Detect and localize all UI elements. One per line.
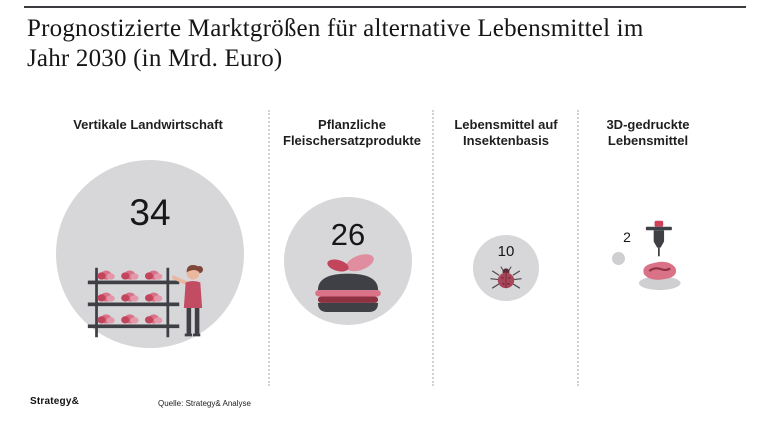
page-title-line2: Jahr 2030 (in Mrd. Euro) xyxy=(27,45,283,72)
vertical-farming-icon xyxy=(87,265,204,338)
burger-icon xyxy=(315,254,381,313)
column-divider xyxy=(268,110,270,386)
source-note: Quelle: Strategy& Analyse xyxy=(158,399,251,408)
column-divider xyxy=(577,110,579,386)
bubble-value: 10 xyxy=(497,243,515,260)
bubble-value: 2 xyxy=(623,229,631,245)
market-bubble-insect-based: 10 xyxy=(473,235,539,301)
page-title-line1: Prognostizierte Marktgrößen für alternat… xyxy=(27,15,644,42)
bubble-value: 34 xyxy=(129,192,171,233)
bubble-value: 26 xyxy=(330,217,366,252)
insect-icon xyxy=(490,265,522,289)
market-bubble-3d-printed xyxy=(612,252,625,265)
market-bubble-plant-based-meat: 26 xyxy=(284,197,412,325)
page-title: Prognostizierte Marktgrößen für alternat… xyxy=(27,14,741,74)
strategy-and-logo: Strategy& xyxy=(30,396,80,407)
column-header-vertical-farming: Vertikale Landwirtschaft xyxy=(73,117,223,132)
3d-printer-icon xyxy=(638,220,681,291)
column-header-3d-printed-food: 3D-gedruckte Lebensmittel xyxy=(606,117,690,148)
top-rule xyxy=(24,6,746,8)
column-header-plant-based-meat: Pflanzliche Fleischersatzprodukte xyxy=(283,117,421,148)
column-divider xyxy=(432,110,434,386)
column-header-insect-based-food: Lebensmittel auf Insektenbasis xyxy=(454,117,558,148)
market-bubble-vertical-farming: 34 xyxy=(56,160,244,348)
